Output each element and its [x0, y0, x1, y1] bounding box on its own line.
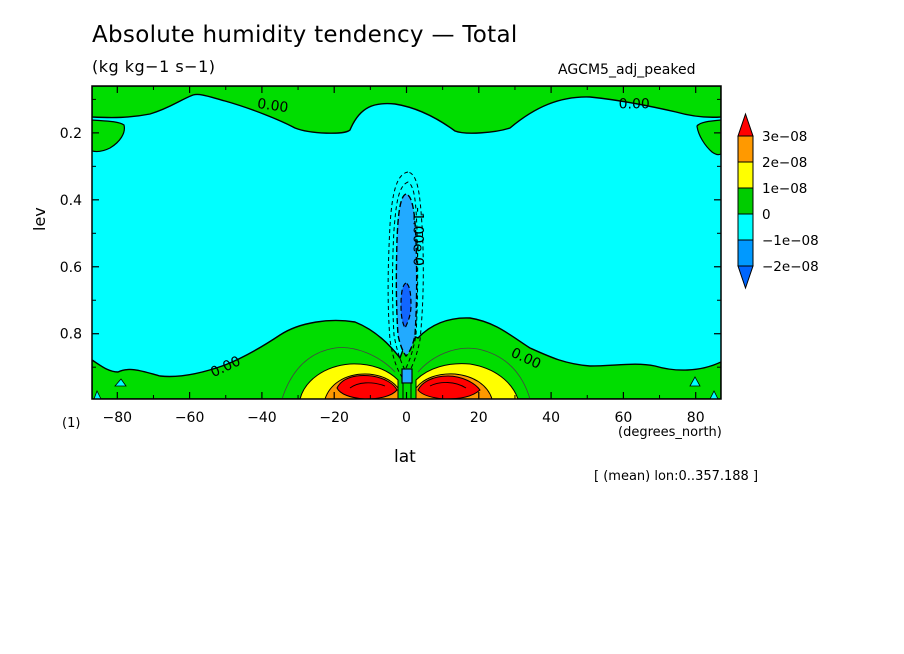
- field-top-band: [92, 86, 721, 134]
- chart-title: Absolute humidity tendency — Total: [92, 22, 518, 48]
- x-tick-label: −60: [175, 410, 205, 426]
- colorbar-top-arrow: [737, 112, 754, 137]
- y-tick-label: 0.8: [60, 327, 82, 343]
- x-tick-label: 0: [402, 410, 411, 426]
- contour-label: -1.00e-0: [409, 207, 425, 266]
- field-speck-right2: [709, 390, 719, 399]
- colorbar: 3e−08 2e−08 1e−08 0 −1e−08 −2e−08: [737, 112, 819, 290]
- contour-line-left-a: [281, 347, 396, 399]
- level-marker: (1): [62, 416, 81, 431]
- colorbar-bottom-arrow: [737, 265, 754, 290]
- x-axis-label: lat: [394, 447, 416, 467]
- x-tick-label: 60: [614, 410, 632, 426]
- x-tick-label: 80: [687, 410, 705, 426]
- field-speck-right: [689, 376, 701, 387]
- contour-line-red-right: [429, 382, 467, 389]
- contour-dashed-outer: [387, 171, 424, 381]
- x-tick-label: −80: [103, 410, 133, 426]
- colorbar-label: 1e−08: [762, 181, 807, 197]
- chart-units: (kg kg−1 s−1): [92, 57, 216, 76]
- y-tick-label: 0.4: [60, 193, 82, 209]
- colorbar-label: 0: [762, 207, 771, 223]
- field-speck-left2: [93, 390, 102, 399]
- colorbar-segment: [737, 187, 754, 215]
- field-red-left: [336, 375, 398, 399]
- y-tick-label: 0.2: [60, 126, 82, 142]
- contour-line-right-a: [417, 347, 531, 399]
- contour-label: 0.00: [619, 96, 650, 112]
- colorbar-label: 2e−08: [762, 155, 807, 171]
- colorbar-segment: [737, 135, 754, 163]
- field-blue-deep: [400, 282, 412, 330]
- field-bottom-band: [92, 317, 721, 399]
- y-tick-label: 0.6: [60, 260, 82, 276]
- colorbar-segment: [737, 161, 754, 189]
- contour-line-red-left: [349, 382, 386, 389]
- mean-note: [ (mean) lon:0..357.188 ]: [594, 469, 759, 484]
- x-tick-label: 40: [542, 410, 560, 426]
- field-equator-box: [401, 368, 413, 384]
- x-tick-label: 20: [470, 410, 488, 426]
- contour-label: 0.00: [256, 96, 289, 116]
- x-axis-unit: (degrees_north): [618, 425, 722, 440]
- colorbar-label: 3e−08: [762, 129, 807, 145]
- colorbar-segment: [737, 239, 754, 267]
- field-speck-left: [114, 378, 127, 387]
- contour-dashed-mid: [392, 181, 419, 372]
- axes: −80 −60 −40 −20 0 20 40 60 80 0.2 0.4 0.6 0.8: [60, 86, 721, 426]
- field-red-right: [417, 375, 481, 399]
- colorbar-segment: [737, 213, 754, 241]
- field-right-blob: [696, 119, 721, 156]
- x-tick-label: −40: [247, 410, 277, 426]
- field-left-blob: [92, 119, 125, 153]
- colorbar-label: −2e−08: [762, 259, 819, 275]
- field-equator-box-lower: [402, 382, 412, 399]
- contour-fields: [92, 86, 721, 399]
- model-name: AGCM5_adj_peaked: [558, 62, 696, 78]
- colorbar-label: −1e−08: [762, 233, 819, 249]
- x-tick-label: −20: [319, 410, 349, 426]
